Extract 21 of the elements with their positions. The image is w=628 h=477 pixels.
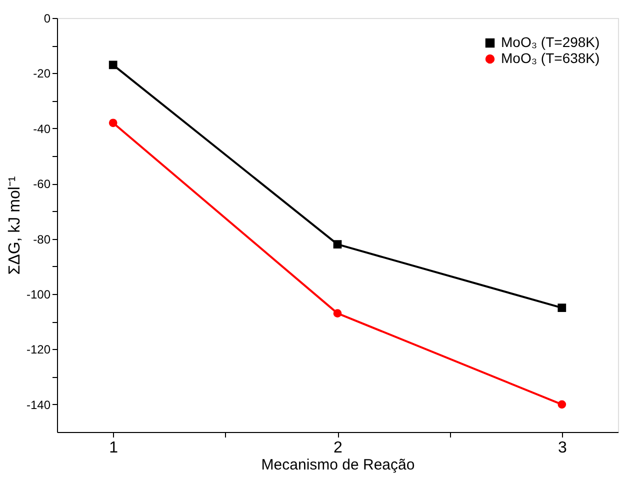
legend-label: MoO₃ (T=638K) [501,50,600,66]
point [108,118,118,128]
x-axis-title: Mecanismo de Reação [261,456,415,474]
y-tick-label: -120 [26,342,51,357]
point [333,309,342,318]
point [558,304,566,312]
y-axis-title: ΣΔG, kJ mol⁻¹ [6,176,24,275]
x-tick-label: 2 [334,440,343,456]
point [108,60,118,70]
y-tick-label: -60 [33,177,51,192]
legend-label: MoO₃ (T=298K) [501,34,600,50]
y-tick-label: -80 [33,232,51,246]
point [558,400,566,409]
point [333,240,342,249]
x-tick-label: 1 [109,440,118,456]
y-tick-label: -140 [26,398,51,412]
y-tick-label: -20 [33,66,51,81]
y-tick-label: 0 [44,12,51,26]
x-tick-label: 3 [558,440,567,456]
y-tick-label: -100 [26,288,51,302]
y-tick-label: -40 [33,122,51,136]
